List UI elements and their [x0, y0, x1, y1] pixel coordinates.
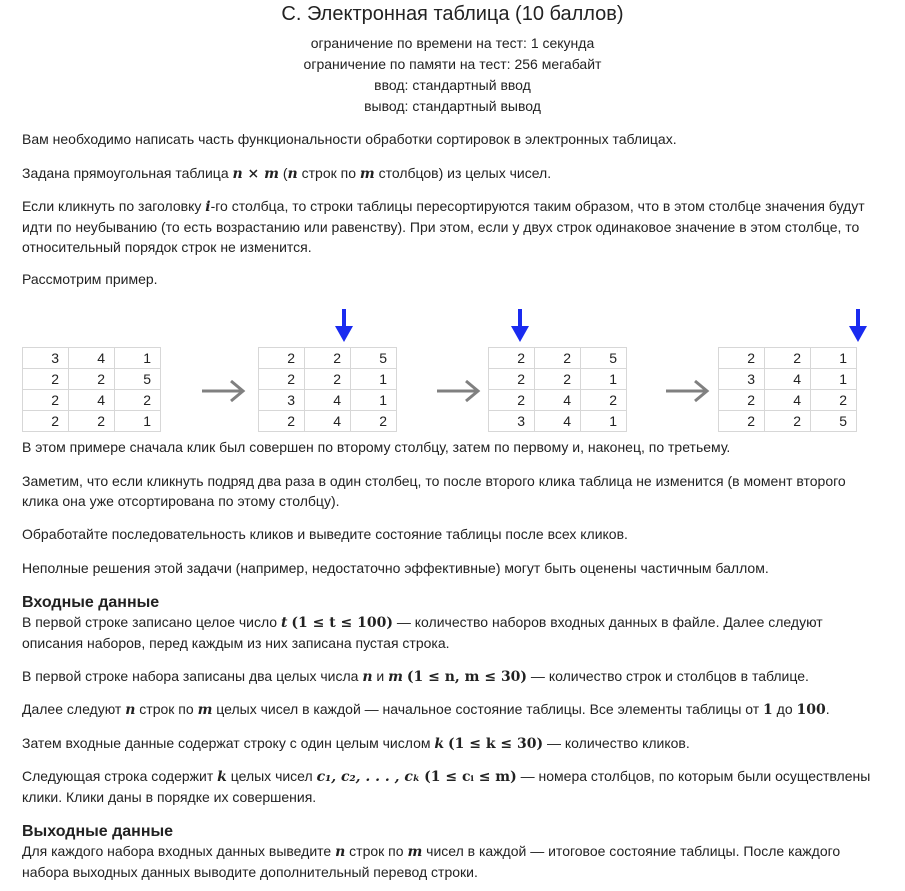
table-cell: 4	[68, 347, 115, 369]
table-cell: 4	[764, 368, 811, 390]
table-cell: 2	[488, 347, 535, 369]
table-cell: 2	[718, 389, 765, 411]
output-paragraph-1: Для каждого набора входных данных выведи…	[22, 843, 841, 880]
table-cell: 4	[304, 389, 351, 411]
output-spec: вывод: стандартный вывод	[364, 98, 541, 114]
table-cell: 2	[68, 368, 115, 390]
memory-limit: ограничение по памяти на тест: 256 мегаб…	[303, 56, 602, 72]
table-cell: 2	[114, 389, 161, 411]
table-cell: 2	[718, 347, 765, 369]
table-cell: 1	[350, 368, 397, 390]
table-cell: 1	[114, 347, 161, 369]
problem-title: C. Электронная таблица (10 баллов)	[281, 3, 624, 25]
table-cell: 5	[350, 347, 397, 369]
input-paragraph-4: Затем входные данные содержат строку с о…	[22, 735, 690, 752]
arrow-down-icon	[335, 309, 353, 342]
table-cell: 2	[22, 389, 69, 411]
table-cell: 4	[764, 389, 811, 411]
table-cell: 2	[488, 389, 535, 411]
table-cell: 3	[258, 389, 305, 411]
statement-paragraph-7: Обработайте последовательность кликов и …	[22, 526, 628, 542]
table-cell: 4	[68, 389, 115, 411]
statement-paragraph-6: Заметим, что если кликнуть подряд два ра…	[22, 473, 846, 509]
table-cell: 2	[304, 347, 351, 369]
statement-paragraph-4: Рассмотрим пример.	[22, 271, 158, 287]
table-cell: 3	[718, 368, 765, 390]
table-cell: 3	[22, 347, 69, 369]
table-cell: 2	[258, 410, 305, 432]
arrow-down-icon	[511, 309, 529, 342]
table-cell: 1	[580, 368, 627, 390]
table-cell: 2	[22, 410, 69, 432]
table-cell: 2	[258, 368, 305, 390]
input-paragraph-1: В первой строке записано целое число t (…	[22, 614, 823, 651]
statement-paragraph-2: Задана прямоугольная таблица n × m (n ст…	[22, 165, 552, 182]
table-cell: 5	[810, 410, 857, 432]
table-cell: 1	[350, 389, 397, 411]
table-cell: 2	[810, 389, 857, 411]
statement-paragraph-1: Вам необходимо написать часть функционал…	[22, 131, 677, 147]
table-cell: 5	[114, 368, 161, 390]
table-cell: 2	[580, 389, 627, 411]
table-cell: 2	[488, 368, 535, 390]
table-cell: 2	[534, 347, 581, 369]
input-paragraph-2: В первой строке набора записаны два целы…	[22, 668, 809, 685]
table-cell: 2	[304, 368, 351, 390]
output-section-title: Выходные данные	[22, 823, 174, 840]
arrow-right-icon	[202, 379, 246, 403]
math-n-times-m: n × m	[232, 166, 279, 182]
arrow-down-icon	[849, 309, 867, 342]
table-cell: 2	[764, 347, 811, 369]
table-cell: 4	[304, 410, 351, 432]
input-spec: ввод: стандартный ввод	[374, 77, 531, 93]
table-cell: 4	[534, 410, 581, 432]
table-cell: 1	[114, 410, 161, 432]
table-cell: 1	[810, 347, 857, 369]
table-cell: 5	[580, 347, 627, 369]
statement-paragraph-3: Если кликнуть по заголовку i-го столбца,…	[22, 198, 865, 255]
table-cell: 1	[580, 410, 627, 432]
table-cell: 2	[22, 368, 69, 390]
table-cell: 2	[534, 368, 581, 390]
table-cell: 4	[534, 389, 581, 411]
statement-paragraph-8: Неполные решения этой задачи (например, …	[22, 560, 769, 576]
input-paragraph-3: Далее следуют n строк по m целых чисел в…	[22, 701, 830, 718]
arrow-right-icon	[437, 379, 481, 403]
table-cell: 2	[258, 347, 305, 369]
arrow-right-icon	[666, 379, 710, 403]
input-section-title: Входные данные	[22, 594, 160, 611]
table-cell: 2	[350, 410, 397, 432]
table-cell: 1	[810, 368, 857, 390]
time-limit: ограничение по времени на тест: 1 секунд…	[310, 35, 595, 51]
input-paragraph-5: Следующая строка содержит k целых чисел …	[22, 768, 871, 805]
table-cell: 2	[764, 410, 811, 432]
statement-paragraph-5: В этом примере сначала клик был совершен…	[22, 439, 731, 455]
table-cell: 2	[68, 410, 115, 432]
table-cell: 3	[488, 410, 535, 432]
table-cell: 2	[718, 410, 765, 432]
